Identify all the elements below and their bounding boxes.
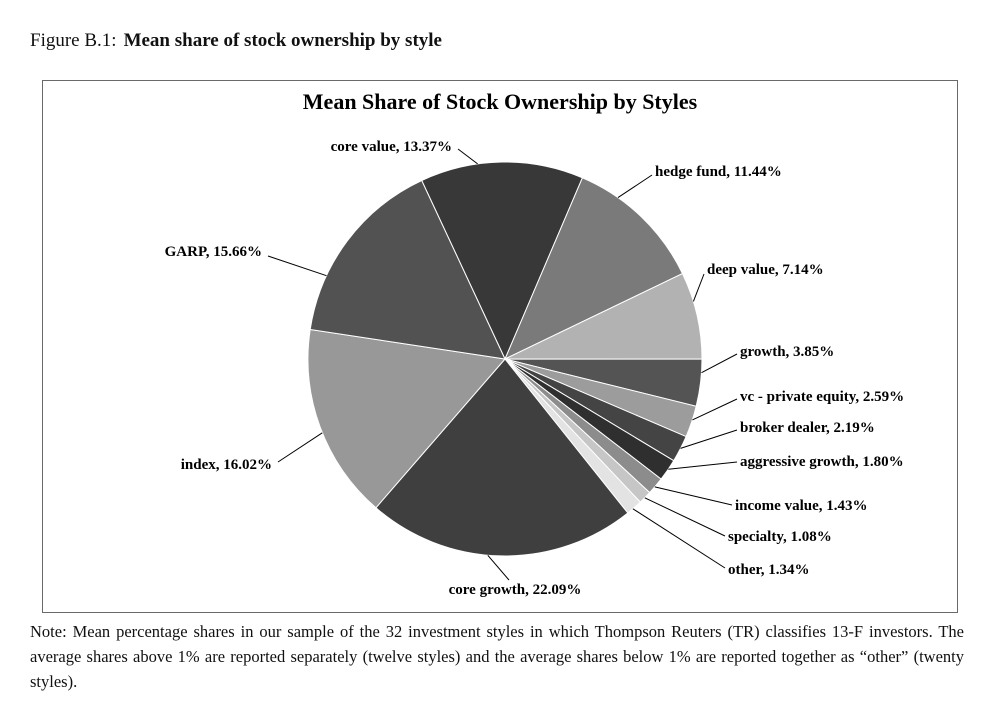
pie-label-aggressive-growth: aggressive growth, 1.80%	[740, 454, 904, 470]
figure-caption: Figure B.1: Mean share of stock ownership…	[30, 30, 442, 52]
figure-caption-prefix: Figure B.1:	[30, 30, 117, 51]
pie-label-index: index, 16.02%	[180, 457, 272, 473]
leader-line-index	[277, 432, 323, 463]
leader-line-growth	[701, 353, 738, 374]
pie-label-core-value: core value, 13.37%	[330, 139, 452, 155]
leader-line-vc-private-equity	[692, 398, 738, 421]
pie-slice-index	[307, 328, 506, 509]
leader-line-income-value	[654, 486, 733, 506]
leader-line-broker-dealer	[680, 429, 738, 449]
leader-line-garp	[267, 255, 327, 277]
pie-label-income-value: income value, 1.43%	[735, 498, 868, 514]
leader-line-hedge-fund	[617, 174, 653, 199]
pie-slice-core-growth	[375, 358, 629, 557]
pie-label-other: other, 1.34%	[728, 562, 810, 578]
pie-slice-core-value	[421, 161, 584, 361]
pie-label-core-growth: core growth, 22.09%	[448, 582, 582, 598]
pie-label-growth: growth, 3.85%	[740, 344, 835, 360]
chart-title: Mean Share of Stock Ownership by Styles	[302, 89, 698, 114]
pie-label-deep-value: deep value, 7.14%	[707, 262, 824, 278]
leader-line-specialty	[644, 497, 726, 537]
leader-line-aggressive-growth	[668, 461, 738, 470]
pie-label-garp: GARP, 15.66%	[164, 244, 262, 260]
leader-line-deep-value	[692, 273, 705, 302]
pie-chart	[267, 148, 738, 581]
chart-frame: Mean Share of Stock Ownership by Styles …	[42, 80, 958, 613]
leader-line-core-growth	[487, 554, 510, 581]
pie-label-vc-private-equity: vc - private equity, 2.59%	[740, 389, 905, 405]
pie-slice-hedge-fund	[504, 177, 684, 361]
leader-line-other	[632, 508, 726, 569]
pie-label-specialty: specialty, 1.08%	[728, 529, 832, 545]
figure-caption-title: Mean share of stock ownership by style	[123, 30, 442, 51]
pie-label-hedge-fund: hedge fund, 11.44%	[655, 164, 782, 180]
figure-note: Note: Mean percentage shares in our samp…	[30, 622, 964, 691]
leader-line-core-value	[457, 148, 478, 165]
pie-slice-garp	[309, 179, 506, 360]
pie-label-broker-dealer: broker dealer, 2.19%	[740, 420, 875, 436]
